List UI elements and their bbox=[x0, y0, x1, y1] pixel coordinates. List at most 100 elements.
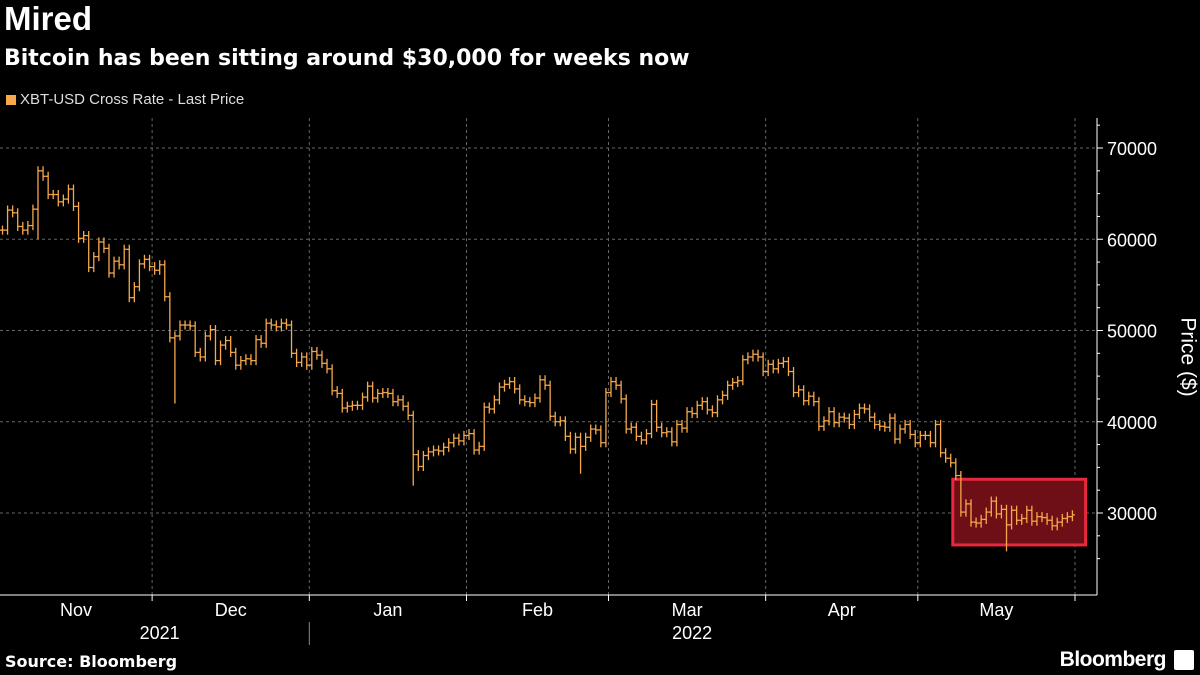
ohlc-bar bbox=[131, 282, 137, 303]
ohlc-bar bbox=[796, 385, 802, 398]
ohlc-bar bbox=[669, 427, 675, 447]
ohlc-bar bbox=[760, 352, 766, 377]
ohlc-bar bbox=[30, 204, 36, 231]
ohlc-bar bbox=[953, 458, 959, 481]
ohlc-bar bbox=[502, 379, 508, 392]
y-tick-label: 70000 bbox=[1107, 139, 1157, 159]
ohlc-bar bbox=[867, 404, 873, 422]
ohlc-bar bbox=[197, 347, 203, 362]
ohlc-bar bbox=[431, 445, 437, 457]
ohlc-bar bbox=[963, 499, 969, 517]
ohlc-bar bbox=[349, 400, 355, 411]
ohlc-bar bbox=[172, 331, 178, 404]
ohlc-bar bbox=[157, 260, 163, 275]
ohlc-bar bbox=[152, 262, 158, 275]
ohlc-bar bbox=[704, 397, 710, 415]
ohlc-bar bbox=[65, 184, 71, 204]
ohlc-bar bbox=[1014, 505, 1020, 525]
ohlc-bar bbox=[289, 320, 295, 358]
ohlc-bar bbox=[339, 388, 345, 413]
ohlc-bar bbox=[167, 292, 173, 343]
ohlc-bar bbox=[638, 431, 644, 445]
ohlc-bar bbox=[141, 254, 147, 269]
ohlc-bar bbox=[699, 397, 705, 410]
ohlc-bar bbox=[40, 166, 46, 181]
ohlc-bar bbox=[1004, 504, 1010, 552]
ohlc-bar bbox=[329, 364, 335, 396]
ohlc-bar bbox=[354, 400, 360, 410]
ohlc-bar bbox=[96, 237, 102, 262]
ohlc-bar bbox=[583, 432, 589, 451]
ohlc-bar bbox=[111, 256, 117, 278]
ohlc-bar bbox=[988, 496, 994, 517]
ohlc-bar bbox=[791, 367, 797, 398]
ohlc-bar bbox=[10, 205, 16, 218]
ohlc-bar bbox=[360, 392, 366, 410]
ohlc-bar bbox=[45, 171, 51, 200]
ohlc-bar bbox=[557, 416, 563, 427]
ohlc-bar bbox=[365, 381, 371, 402]
ohlc-bar bbox=[314, 346, 320, 360]
ohlc-bar bbox=[522, 395, 528, 407]
x-month-label: Jan bbox=[373, 600, 402, 620]
ohlc-bar bbox=[101, 237, 107, 253]
ohlc-bar bbox=[278, 318, 284, 332]
ohlc-bar bbox=[877, 419, 883, 431]
ohlc-bar bbox=[907, 419, 913, 440]
ohlc-bar bbox=[755, 349, 761, 362]
x-year-label: 2022 bbox=[672, 623, 712, 643]
ohlc-bar bbox=[228, 335, 234, 357]
ohlc-bar bbox=[836, 412, 842, 428]
ohlc-bar bbox=[268, 318, 274, 330]
ohlc-bar bbox=[846, 413, 852, 430]
ohlc-bar bbox=[679, 419, 685, 433]
bloomberg-logo: Bloomberg bbox=[1059, 648, 1167, 671]
x-month-label: Nov bbox=[60, 600, 92, 620]
ohlc-bar bbox=[15, 208, 21, 232]
ohlc-bar bbox=[674, 419, 680, 447]
ohlc-bar bbox=[304, 352, 310, 370]
ohlc-bar bbox=[436, 445, 442, 456]
ohlc-bar bbox=[76, 201, 82, 243]
ohlc-bar bbox=[147, 254, 153, 272]
ohlc-bar bbox=[567, 431, 573, 454]
ohlc-bar bbox=[451, 433, 457, 448]
ohlc-bar bbox=[933, 419, 939, 448]
ohlc-bar bbox=[1064, 512, 1070, 524]
ohlc-bar bbox=[765, 359, 771, 377]
ohlc-bar bbox=[993, 496, 999, 519]
ohlc-bar bbox=[466, 429, 472, 440]
ohlc-bar bbox=[55, 189, 61, 207]
ohlc-bar bbox=[801, 385, 807, 406]
ohlc-bar bbox=[608, 377, 614, 398]
ohlc-bar bbox=[745, 352, 751, 365]
legend-label: XBT-USD Cross Rate - Last Price bbox=[20, 91, 245, 108]
ohlc-bar bbox=[958, 471, 964, 517]
ohlc-bar bbox=[116, 256, 122, 270]
ohlc-bar bbox=[770, 359, 776, 374]
ohlc-bar bbox=[806, 391, 812, 406]
ohlc-bar bbox=[1029, 505, 1035, 526]
ohlc-bar bbox=[187, 320, 193, 331]
ohlc-bar bbox=[86, 231, 92, 273]
ohlc-bar bbox=[486, 402, 492, 414]
ohlc-bar bbox=[689, 407, 695, 419]
ohlc-bar bbox=[633, 422, 639, 441]
ohlc-bar bbox=[415, 450, 421, 472]
x-month-label: Mar bbox=[672, 600, 703, 620]
ohlc-bar bbox=[425, 447, 431, 461]
ohlc-bar bbox=[593, 424, 599, 435]
ohlc-bar bbox=[35, 166, 41, 240]
ohlc-bar bbox=[238, 356, 244, 370]
ohlc-bar bbox=[527, 397, 533, 408]
ohlc-bar bbox=[0, 225, 5, 235]
ohlc-bar bbox=[319, 350, 325, 368]
ohlc-bar bbox=[917, 430, 923, 448]
ohlc-bar bbox=[517, 384, 523, 405]
ohlc-bar bbox=[1069, 510, 1075, 522]
ohlc-bar bbox=[461, 430, 467, 446]
ohlc-bar bbox=[441, 442, 447, 456]
ohlc-bar bbox=[821, 416, 827, 431]
ohlc-bar bbox=[481, 402, 487, 451]
ohlc-bar bbox=[446, 438, 452, 452]
